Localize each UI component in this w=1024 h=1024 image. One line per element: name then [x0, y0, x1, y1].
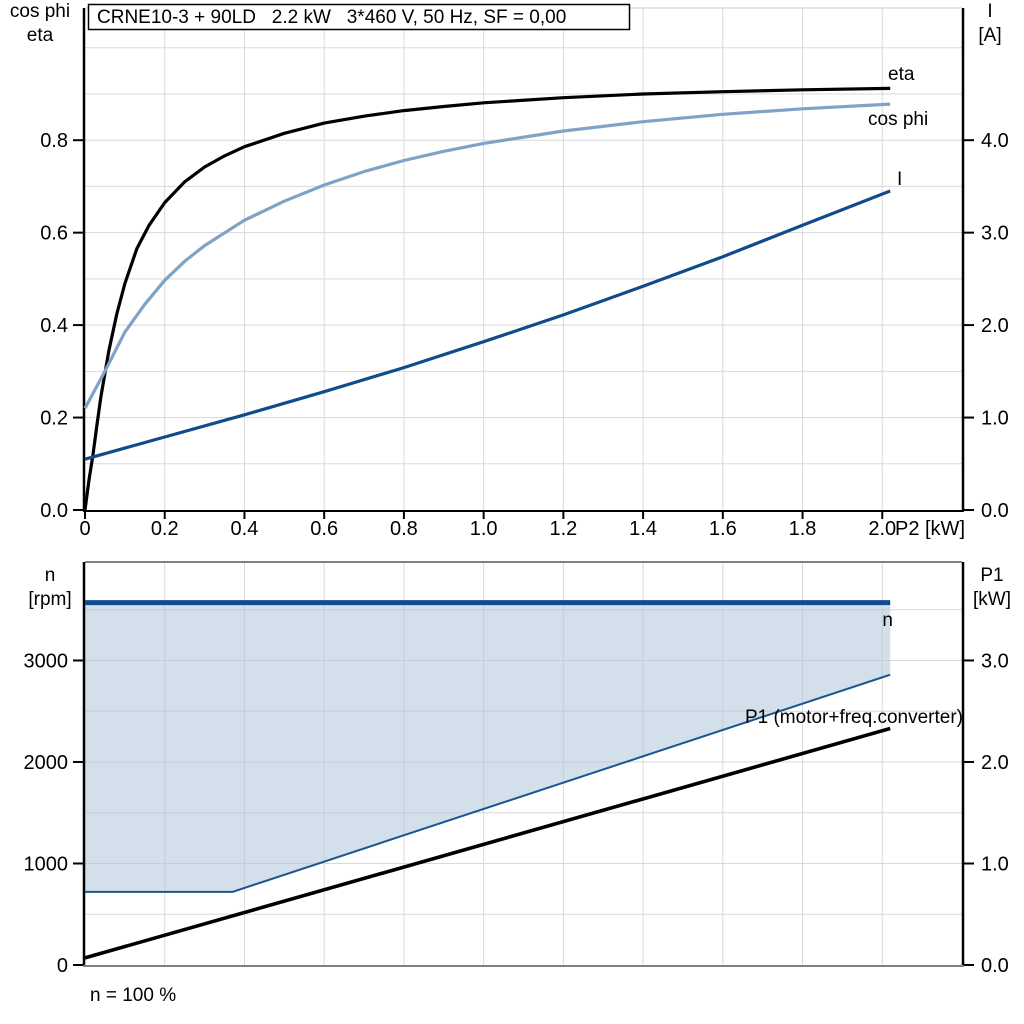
- caption: n = 100 %: [90, 985, 176, 1006]
- cos phi-curve-label: cos phi: [868, 109, 928, 130]
- y-right-tick-label: 1.0: [981, 408, 1009, 430]
- I-curve-label: I: [897, 169, 902, 190]
- I-curve: [84, 189, 891, 461]
- y-left-tick-label: 0: [57, 955, 68, 977]
- y-left-tick-label: 2000: [24, 752, 69, 774]
- y-right-tick-label: 2.0: [981, 315, 1009, 337]
- x-tick-label: 0: [79, 518, 90, 540]
- n-max-curve-label: n: [882, 610, 893, 631]
- y-right-tick-label: 4.0: [981, 130, 1009, 152]
- x-tick-label: 0.6: [310, 518, 338, 540]
- chart-title: CRNE10-3 + 90LD 2.2 kW 3*460 V, 50 Hz, S…: [97, 7, 566, 28]
- x-tick-label: 1.4: [629, 518, 657, 540]
- x-tick-label: 1.2: [549, 518, 577, 540]
- x-tick-label: 0.2: [151, 518, 179, 540]
- x-tick-label: 2.0: [868, 518, 896, 540]
- y-right-axis-label: P1: [980, 565, 1003, 586]
- bottom-chart: 0 1000 2000 3000 0.0 1.0 2.0 3.0 n P1 (motor+freq…: [24, 561, 1011, 1006]
- y-left-axis-label: [rpm]: [28, 589, 71, 610]
- chart-title-box: [87, 3, 631, 31]
- y-right-tick-label: 0.0: [981, 500, 1009, 522]
- n-min-curve: [85, 673, 891, 893]
- x-tick-label: 1.0: [470, 518, 498, 540]
- y-left-axis-label: cos phi: [10, 1, 70, 22]
- x-tick-label: 1.8: [789, 518, 817, 540]
- x-axis-label: P2 [kW]: [895, 518, 965, 540]
- y-right-tick-label: 1.0: [981, 853, 1009, 875]
- y-left-tick-label: 0.6: [40, 223, 68, 245]
- y-right-axis-label: [A]: [978, 25, 1001, 46]
- y-left-tick-label: 0.8: [40, 130, 68, 152]
- eta-curve-label: eta: [888, 64, 915, 85]
- y-left-axis-label: eta: [27, 25, 54, 46]
- y-right-tick-label: 0.0: [981, 955, 1009, 977]
- y-right-tick-label: 2.0: [981, 752, 1009, 774]
- x-tick-label: 0.8: [390, 518, 418, 540]
- P1-curve: [84, 726, 891, 960]
- y-right-tick-label: 3.0: [981, 650, 1009, 672]
- grid: [85, 8, 962, 510]
- speed-range-area: [85, 602, 891, 892]
- eta-curve: [83, 86, 891, 511]
- y-left-axis-label: n: [45, 565, 56, 586]
- y-left-tick-label: 0.4: [40, 315, 68, 337]
- y-right-tick-label: 3.0: [981, 223, 1009, 245]
- x-tick-label: 0.4: [231, 518, 259, 540]
- cos phi-curve: [83, 102, 891, 410]
- x-tick-label: 1.6: [709, 518, 737, 540]
- y-right-axis-label: I: [987, 1, 992, 22]
- P1-curve-label: P1 (motor+freq.converter): [745, 707, 963, 728]
- y-left-tick-label: 3000: [24, 650, 69, 672]
- y-left-tick-label: 0.2: [40, 408, 68, 430]
- y-left-tick-label: 0.0: [40, 500, 68, 522]
- y-right-axis-label: [kW]: [973, 589, 1011, 610]
- y-left-tick-label: 1000: [24, 853, 69, 875]
- top-chart: 0.0 0.2 0.4 0.6 0.8 0.0 1.0 2.0 3.0 4.0 0 0.2 0.4 0.6…: [10, 1, 1009, 540]
